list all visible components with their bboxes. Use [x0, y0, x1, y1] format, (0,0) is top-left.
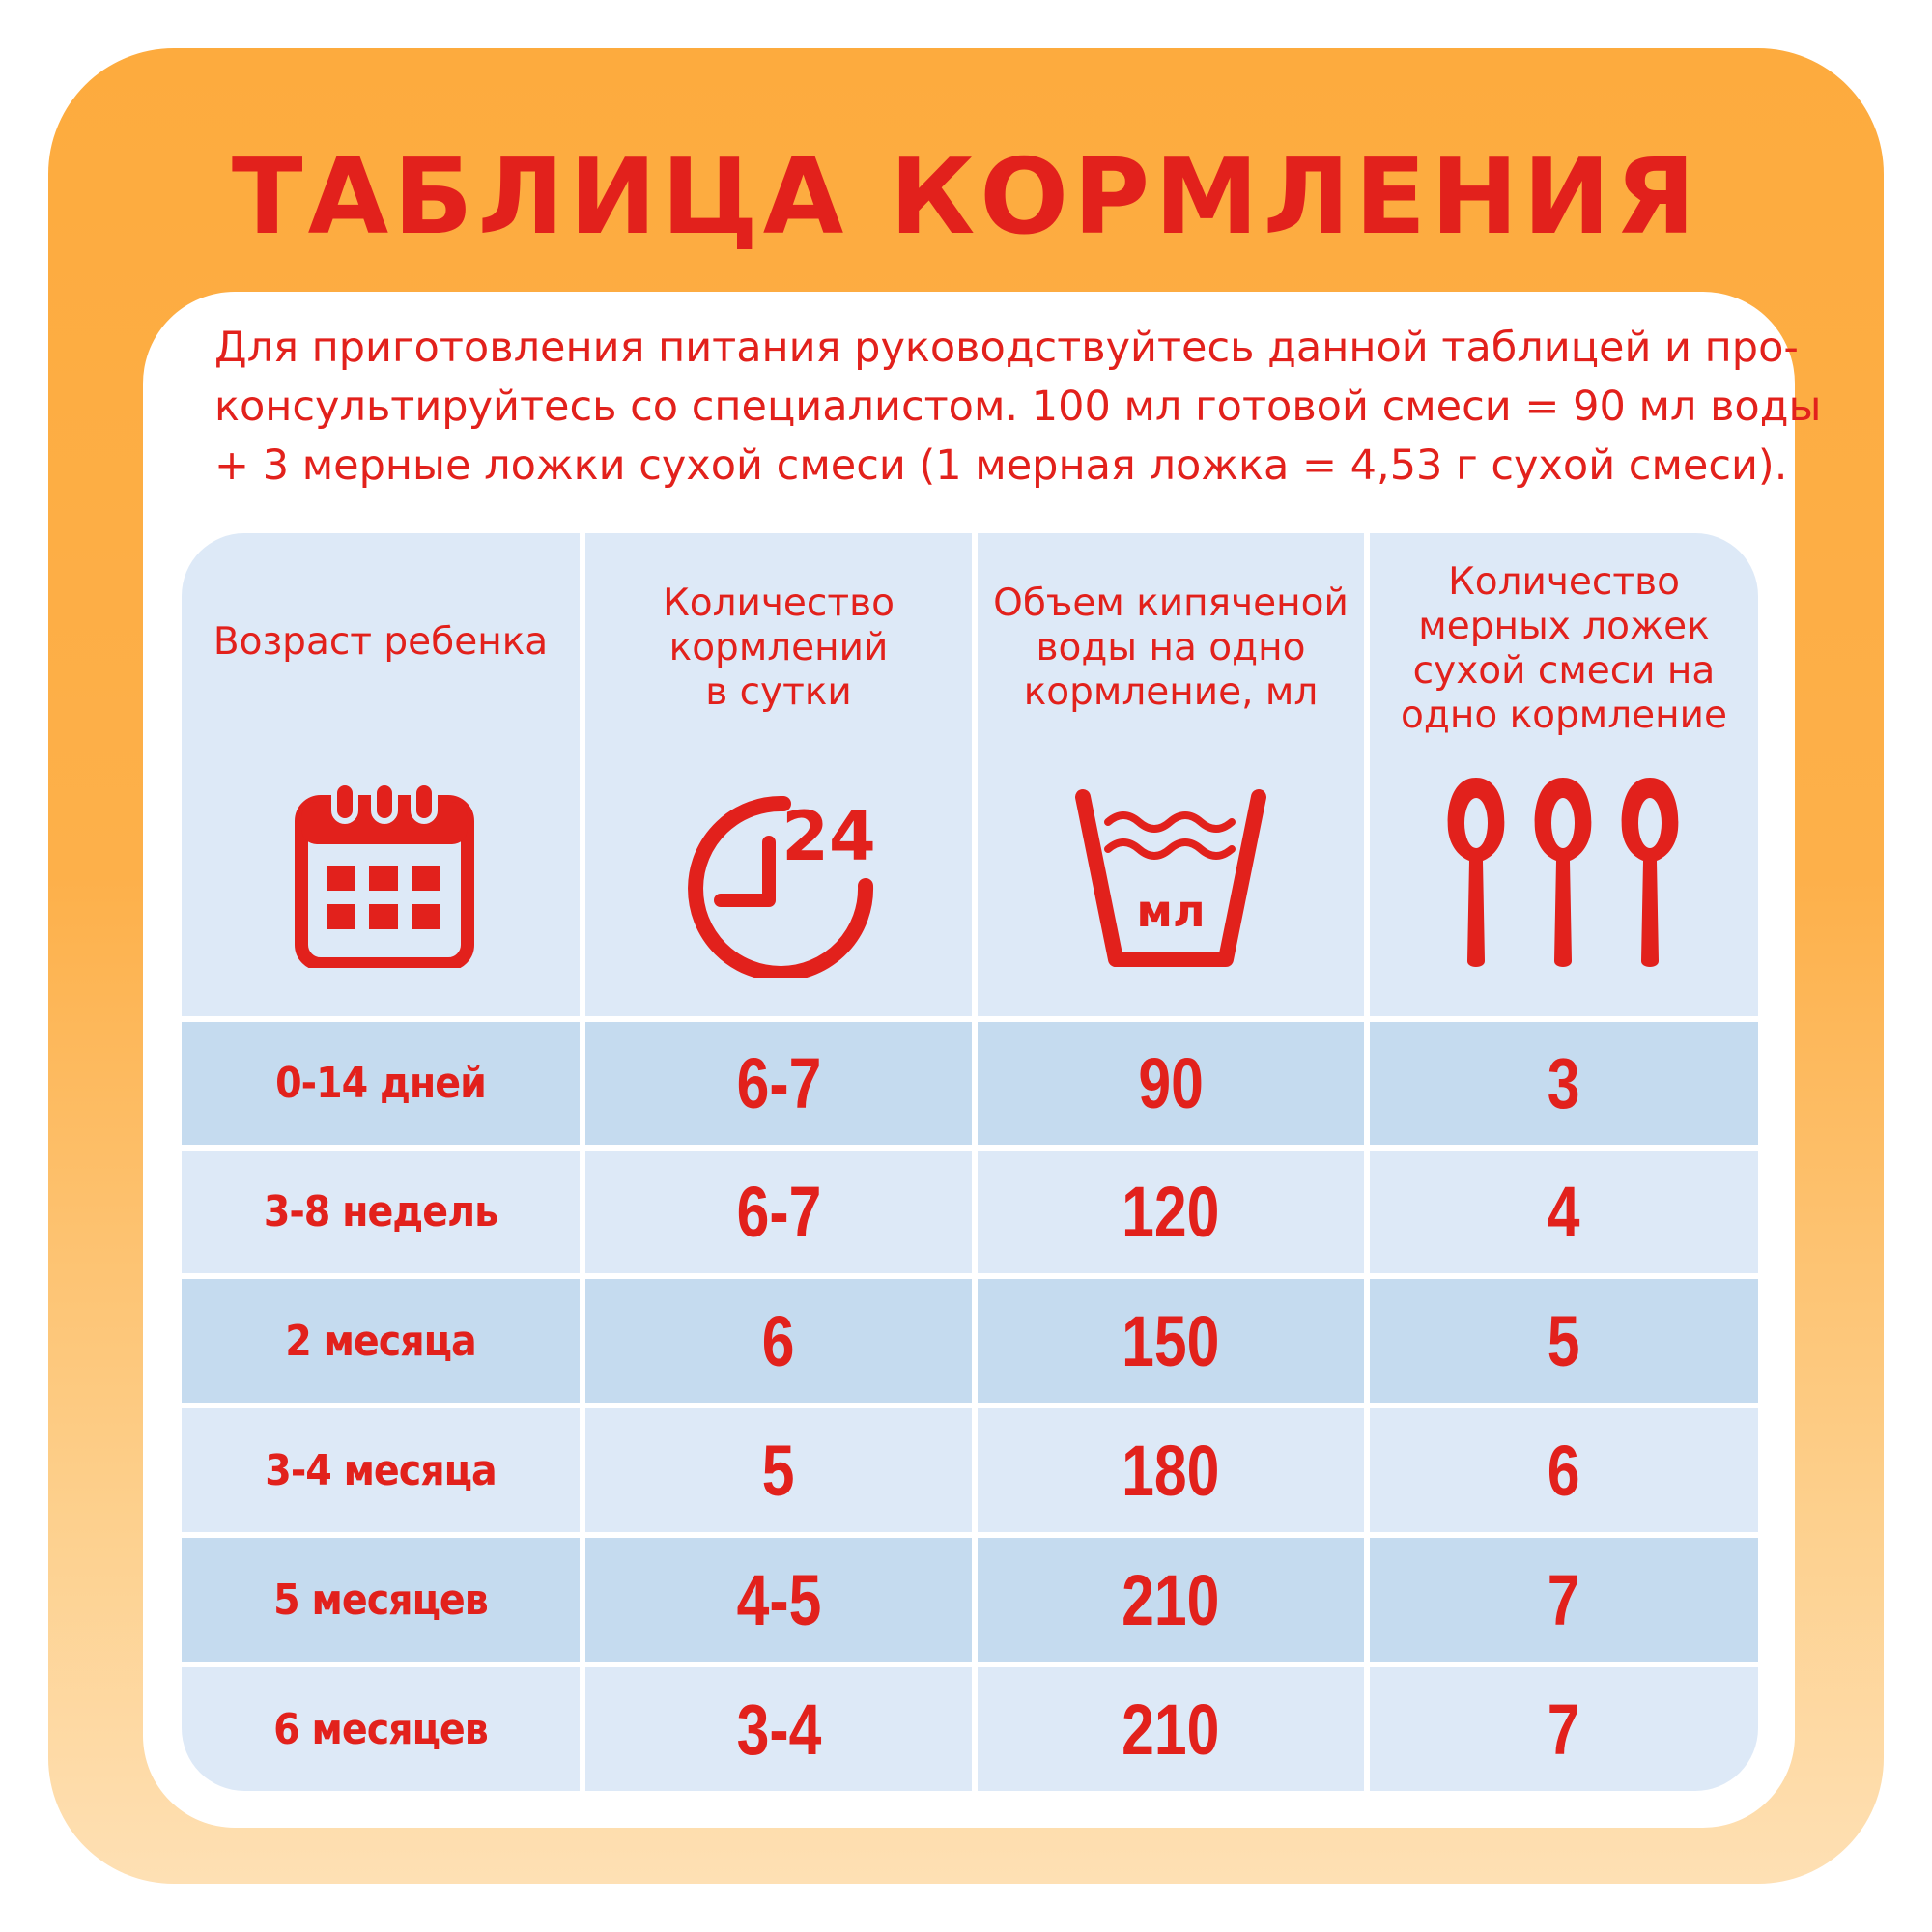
spoons-value: 5: [1548, 1300, 1580, 1381]
water-value: 150: [1122, 1300, 1220, 1381]
spoons-value: 4: [1548, 1172, 1580, 1252]
table-cell-age: 3-8 недель: [182, 1151, 580, 1273]
spoons-value: 7: [1548, 1689, 1580, 1770]
feedings-value: 6-7: [736, 1172, 821, 1252]
clock-24-icon: 24: [688, 795, 876, 978]
cup-label: мл: [1136, 885, 1205, 937]
header-cell-spoons: Количество мерных ложек сухой смеси на о…: [1370, 533, 1758, 1016]
table-cell-age: 2 месяца: [182, 1279, 580, 1403]
table-cell: 3-4: [585, 1667, 972, 1791]
feedings-value: 6: [762, 1300, 795, 1381]
spoons-value: 7: [1548, 1559, 1580, 1640]
table-cell: 210: [978, 1538, 1364, 1662]
table-cell: 180: [978, 1408, 1364, 1532]
table-cell: 4-5: [585, 1538, 972, 1662]
header-cell-age: Возраст ребенка: [182, 533, 580, 1016]
table-cell: 7: [1370, 1538, 1758, 1662]
table-cell-age: 3-4 месяца: [182, 1408, 580, 1532]
intro-line: консультируйтесь со специалистом. 100 мл…: [214, 383, 1822, 431]
header-cell-water: Объем кипяченой воды на одно кормление, …: [978, 533, 1364, 1016]
feeding-table: Возраст ребенка Количество кормлений в с…: [182, 533, 1758, 1791]
table-cell: 5: [1370, 1279, 1758, 1403]
table-cell: 210: [978, 1667, 1364, 1791]
water-value: 210: [1122, 1689, 1220, 1770]
header-label-water: Объем кипяченой воды на одно кормление, …: [993, 582, 1349, 714]
table-cell: 120: [978, 1151, 1364, 1273]
water-value: 210: [1122, 1559, 1220, 1640]
clock-label: 24: [781, 797, 875, 876]
feedings-value: 6-7: [736, 1043, 821, 1123]
table-cell: 6-7: [585, 1022, 972, 1145]
table-cell-age: 5 месяцев: [182, 1538, 580, 1662]
table-cell-age: 6 месяцев: [182, 1667, 580, 1791]
feedings-value: 5: [762, 1430, 795, 1511]
water-value: 90: [1138, 1043, 1204, 1123]
table-cell: 90: [978, 1022, 1364, 1145]
table-cell: 150: [978, 1279, 1364, 1403]
measuring-cup-icon: мл: [1075, 789, 1266, 967]
table-cell: 7: [1370, 1667, 1758, 1791]
header-label-spoons: Количество мерных ложек сухой смеси на о…: [1401, 560, 1727, 737]
page-title: ТАБЛИЦА КОРМЛЕНИЯ: [231, 137, 1701, 258]
intro-text: Для приготовления питания руководствуйте…: [214, 319, 1822, 496]
spoons-icon: [1447, 778, 1679, 967]
table-cell: 4: [1370, 1151, 1758, 1273]
water-value: 120: [1122, 1172, 1220, 1252]
intro-line: + 3 мерные ложки сухой смеси (1 мерная л…: [214, 441, 1788, 490]
header-label-age: Возраст ребенка: [213, 620, 549, 664]
feedings-value: 3-4: [736, 1689, 821, 1770]
calendar-icon: [295, 780, 474, 968]
spoons-value: 6: [1548, 1430, 1580, 1511]
table-cell: 5: [585, 1408, 972, 1532]
intro-line: Для приготовления питания руководствуйте…: [214, 324, 1799, 372]
spoons-value: 3: [1548, 1043, 1580, 1123]
table-cell: 3: [1370, 1022, 1758, 1145]
water-value: 180: [1122, 1430, 1220, 1511]
feedings-value: 4-5: [736, 1559, 821, 1640]
table-cell-age: 0-14 дней: [182, 1022, 580, 1145]
table-cell: 6: [1370, 1408, 1758, 1532]
table-cell: 6: [585, 1279, 972, 1403]
header-label-feedings: Количество кормлений в сутки: [663, 582, 895, 714]
header-cell-feedings: Количество кормлений в сутки 24: [585, 533, 972, 1016]
table-cell: 6-7: [585, 1151, 972, 1273]
